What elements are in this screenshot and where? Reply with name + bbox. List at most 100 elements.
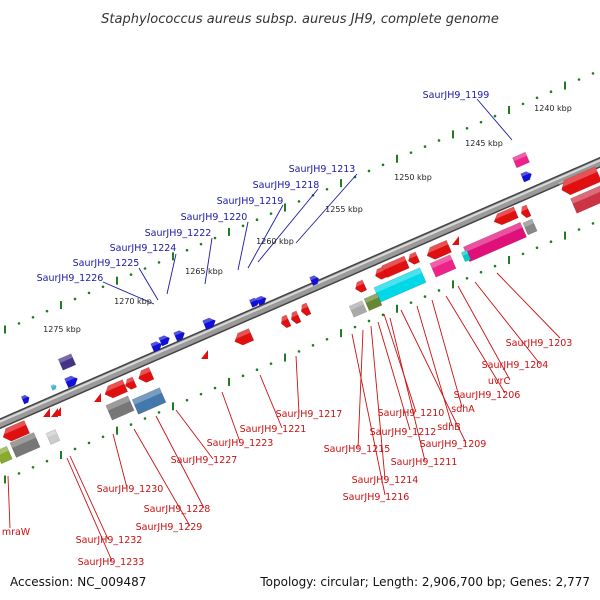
minus-feature-22-shine <box>102 379 125 393</box>
minus-feature-5-shine <box>522 219 534 228</box>
minus-feature-8 <box>424 239 452 260</box>
plus-gene-label: SaurJH9_1213 <box>289 164 356 175</box>
plus-cds-5-body <box>173 330 185 342</box>
minus-feature-27 <box>45 429 61 445</box>
inner-track-dot <box>73 447 77 451</box>
plus-cds-9 <box>20 393 30 405</box>
minus-gene-label: SaurJH9_1233 <box>78 557 145 568</box>
plus-cds-0 <box>520 169 532 183</box>
plus-cds-6 <box>158 333 170 347</box>
minus-feature-24-shine <box>123 376 134 385</box>
plus-cds-4-body <box>202 317 216 331</box>
minus-strand-labels: SaurJH9_1203 SaurJH9_1204 uvrC SaurJH9_1206… <box>2 338 573 568</box>
minus-feature-2-shine <box>491 206 516 221</box>
minus-feature-17-body <box>291 310 302 325</box>
minus-feature-21-shine <box>105 395 131 411</box>
outer-track-dot <box>185 248 189 252</box>
plus-cds-10 <box>50 383 57 391</box>
inner-track-dot <box>493 264 497 268</box>
plus-cds-7-body <box>150 341 162 353</box>
minus-leader-22 <box>7 475 11 529</box>
inner-track-dot <box>325 337 329 341</box>
minus-gene-label: SaurJH9_1215 <box>324 444 391 455</box>
outer-track-dot <box>17 322 21 325</box>
outer-track-dot <box>129 273 133 276</box>
plus-block-dark-body <box>57 353 77 371</box>
outer-track-dot <box>73 297 77 301</box>
minus-feature-13-body <box>355 279 368 293</box>
plus-block-dark <box>57 353 77 371</box>
minus-feature-26 <box>0 420 31 442</box>
outer-track-dot <box>101 285 105 289</box>
inner-track-dot <box>185 398 189 402</box>
minus-leader-0 <box>496 272 561 339</box>
inner-track-dot <box>353 325 357 329</box>
plus-cds-9-shine <box>21 393 29 400</box>
plus-cds-3 <box>255 294 267 306</box>
outer-track-dot <box>423 145 427 148</box>
plus-cds-2-body <box>248 297 260 308</box>
accession-text: Accession: NC_009487 <box>10 575 146 589</box>
inner-track-dot <box>423 295 427 298</box>
outer-track-dot <box>45 309 49 313</box>
minus-leader-19 <box>112 433 128 489</box>
minus-feature-22 <box>102 379 129 399</box>
minus-feature-9-shine <box>373 267 422 293</box>
inner-track-dot <box>297 350 301 353</box>
plus-cds-8-shine <box>64 374 77 383</box>
plus-leader-4 <box>237 221 249 271</box>
plus-cds-2-shine <box>249 296 259 303</box>
minus-small-arrow-1 <box>201 350 208 359</box>
outer-track-dot <box>535 96 539 100</box>
minus-feature-27-body <box>45 429 61 445</box>
minus-feature-28 <box>0 445 13 465</box>
outer-track-dot <box>549 90 553 93</box>
minus-leader-11 <box>357 329 364 449</box>
plus-cds-8 <box>64 374 78 389</box>
minus-gene-label: SaurJH9_1204 <box>482 360 549 371</box>
minus-feature-17 <box>288 310 302 325</box>
minus-feature-14 <box>373 266 388 280</box>
minus-feature-24 <box>123 376 138 390</box>
inner-track-dot <box>465 276 469 280</box>
plus-gene-label: SaurJH9_1220 <box>181 212 248 223</box>
minus-leader-15 <box>221 391 241 443</box>
minus-leader-21 <box>66 457 113 562</box>
minus-leader-18 <box>133 428 191 527</box>
minus-feature-25 <box>9 432 41 458</box>
minus-leader-1 <box>474 281 541 365</box>
minus-feature-8-body <box>426 239 452 260</box>
plus-leader-7 <box>138 267 159 301</box>
plus-leader-2 <box>257 188 319 263</box>
minus-feature-0-body <box>561 166 600 196</box>
scale-label: 1240 kbp <box>534 104 572 113</box>
minus-feature-2 <box>491 206 519 226</box>
plus-gene-label: SaurJH9_1226 <box>37 273 104 284</box>
minus-feature-6 <box>460 249 472 263</box>
plus-cds-8-body <box>64 375 78 389</box>
minus-gene-label: SaurJH9_1214 <box>352 475 419 486</box>
scale-label: 1245 kbp <box>465 139 503 148</box>
plus-gene-label: SaurJH9_1199 <box>423 90 490 101</box>
minus-leader-10 <box>370 325 386 480</box>
minus-gene-label: SaurJH9_1206 <box>454 390 521 401</box>
minus-feature-13-shine <box>353 279 364 288</box>
plus-gene-label: SaurJH9_1222 <box>145 228 212 239</box>
inner-track-dot <box>577 228 581 231</box>
minus-feature-16-body <box>234 328 255 346</box>
minus-feature-24-body <box>125 376 138 390</box>
minus-leader-17 <box>155 415 205 509</box>
inner-track-dot <box>367 319 371 323</box>
minus-feature-21 <box>105 395 135 421</box>
plus-cds-2 <box>248 296 260 308</box>
plus-cds-6-body <box>158 335 170 347</box>
minus-feature-8-shine <box>424 240 449 255</box>
minus-small-arrow-0 <box>452 236 459 245</box>
minus-small-arrow-3 <box>43 408 50 417</box>
minus-gene-label: mraW <box>2 527 31 538</box>
outer-track-dot <box>493 114 497 118</box>
plus-cds-1-body <box>309 275 319 287</box>
plus-leader-8 <box>102 281 155 305</box>
plus-leader-1 <box>295 173 358 244</box>
minus-feature-18 <box>278 314 292 329</box>
